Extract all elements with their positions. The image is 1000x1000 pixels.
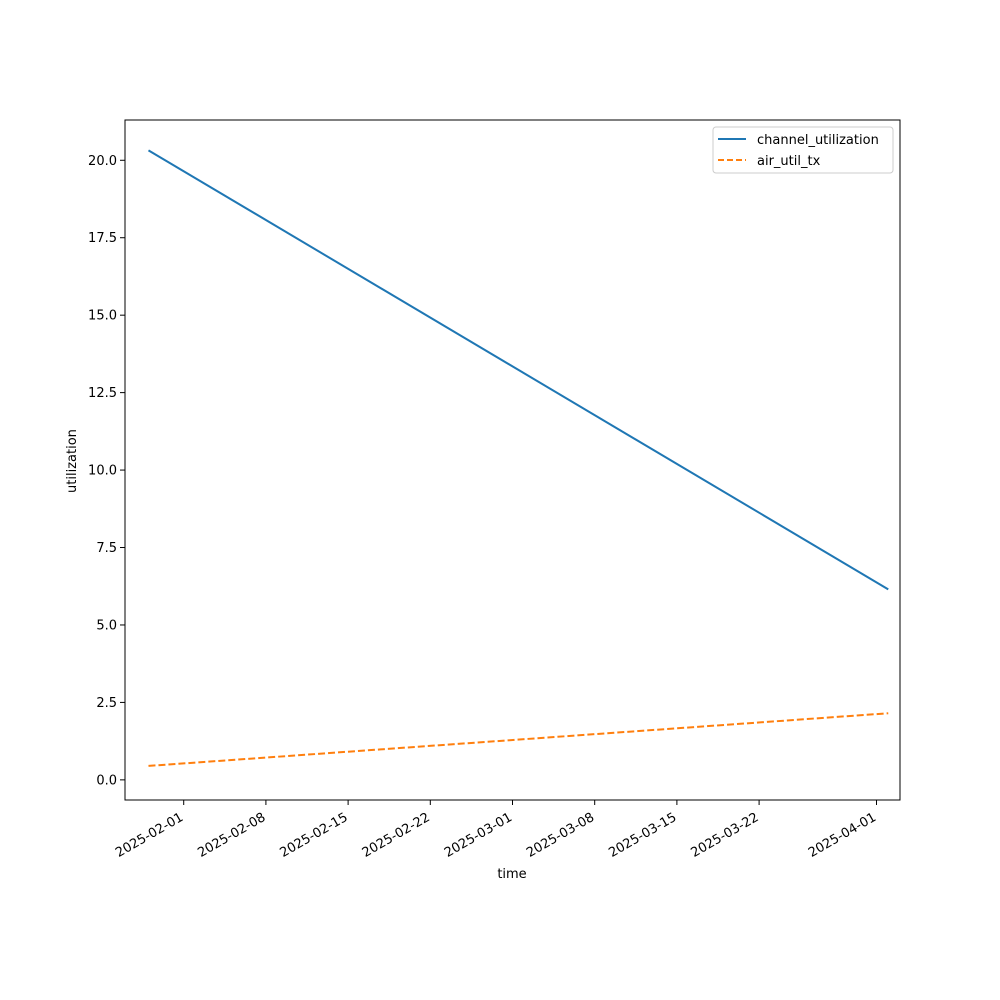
plot-frame (124, 119, 901, 801)
x-tick-label: 2025-03-01 (442, 810, 515, 861)
x-tick-label: 2025-02-22 (360, 810, 433, 861)
x-axis-ticks: 2025-02-01 2025-02-08 2025-02-15 2025-02-22… (113, 800, 879, 861)
legend-entry-air-util-tx: air_util_tx (757, 154, 821, 169)
series-line-air-util-tx (148, 712, 889, 767)
y-axis-ticks: 0.0 2.5 5.0 7.5 10.0 12.5 15.0 17.5 20.0 (88, 154, 125, 788)
y-tick-label: 7.5 (96, 541, 117, 556)
legend-frame (712, 126, 894, 174)
y-tick-label: 20.0 (88, 154, 117, 169)
x-tick-label: 2025-02-15 (278, 810, 351, 861)
series-line-channel-utilization (147, 149, 889, 591)
plot-area (125, 120, 900, 800)
y-tick-label: 0.0 (96, 773, 117, 788)
x-tick-label: 2025-02-01 (113, 810, 186, 861)
x-tick-label: 2025-03-22 (689, 810, 762, 861)
y-tick-label: 2.5 (96, 696, 117, 711)
y-tick-label: 5.0 (96, 618, 117, 633)
legend-entry-channel-utilization: channel_utilization (757, 133, 879, 148)
y-tick-label: 15.0 (88, 309, 117, 324)
y-tick-label: 17.5 (88, 231, 117, 246)
y-tick-label: 12.5 (88, 386, 117, 401)
series-layer (147, 149, 889, 767)
legend: channel_utilization air_util_tx (712, 126, 894, 174)
x-tick-label: 2025-04-01 (806, 810, 879, 861)
x-axis-label: time (497, 867, 526, 882)
x-tick-label: 2025-02-08 (195, 810, 268, 861)
x-tick-label: 2025-03-15 (606, 810, 679, 861)
y-axis-label: utilization (65, 429, 80, 493)
x-tick-label: 2025-03-08 (524, 810, 597, 861)
y-tick-label: 10.0 (88, 464, 117, 479)
